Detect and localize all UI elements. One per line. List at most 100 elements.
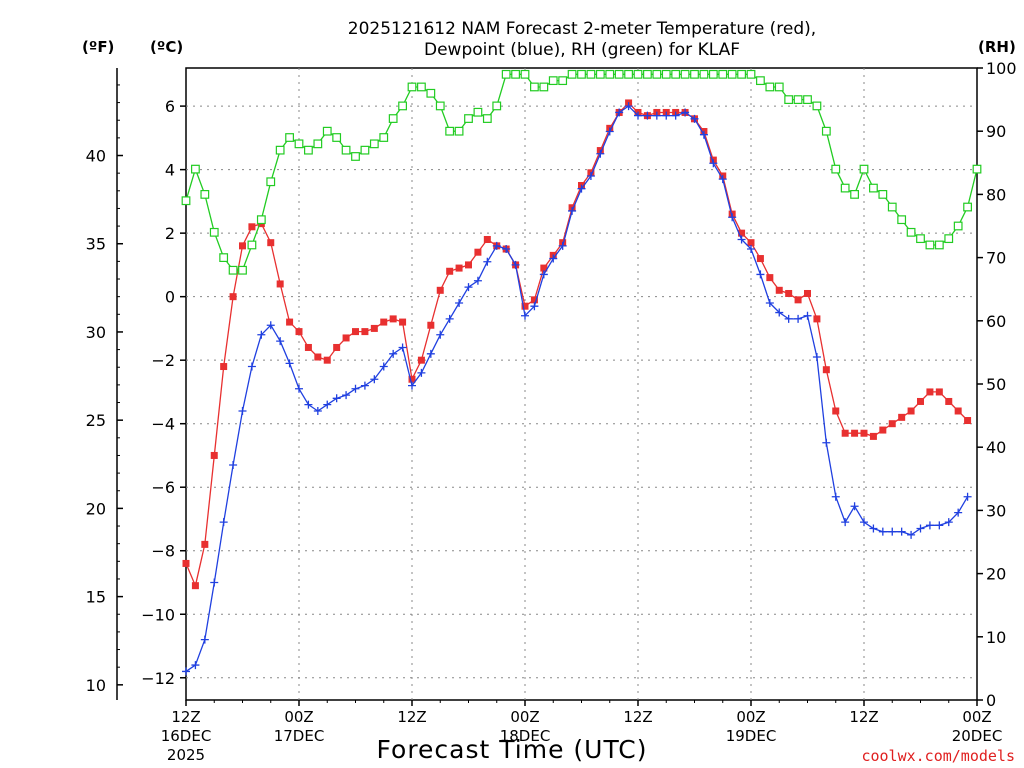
rh-marker [916, 234, 925, 244]
rh-marker [821, 126, 831, 136]
dewpoint-marker [690, 114, 699, 123]
celsius-tick-label: −10 [141, 605, 175, 624]
dewpoint-marker [304, 400, 313, 409]
dewpoint-marker [398, 343, 407, 352]
rh-marker [435, 101, 445, 111]
rh-marker [746, 69, 756, 79]
rh-marker [567, 69, 577, 79]
temperature-marker [822, 366, 830, 374]
dewpoint-marker [257, 330, 266, 339]
rh-marker [793, 95, 803, 105]
dewpoint-marker [944, 518, 953, 527]
dewpoint-marker [681, 108, 690, 117]
rh-marker [878, 190, 888, 199]
dewpoint-marker [389, 349, 398, 358]
dewpoint-marker [888, 527, 897, 536]
temperature-marker [879, 426, 887, 434]
rh-tick-label: 10 [986, 628, 1006, 647]
dewpoint-marker [878, 527, 887, 536]
x-tick-label-time: 12Z [397, 708, 426, 726]
rh-marker [482, 114, 492, 123]
dewpoint-marker [379, 362, 388, 371]
rh-marker [774, 82, 784, 92]
fahrenheit-tick-label: 20 [86, 499, 106, 518]
rh-marker [690, 69, 699, 79]
dewpoint-marker [408, 381, 416, 390]
temperature-marker [229, 293, 237, 301]
plot-frame [185, 67, 978, 701]
rh-marker [614, 69, 624, 79]
temperature-marker [907, 407, 915, 415]
rh-marker [341, 145, 351, 155]
rh-marker [351, 152, 360, 161]
series-layer [181, 69, 982, 676]
dewpoint-marker [860, 518, 868, 527]
rh-tick-label: 40 [986, 438, 1006, 457]
celsius-tick-label: −12 [141, 669, 175, 688]
dewpoint-marker [784, 314, 793, 323]
rh-marker [953, 221, 963, 231]
dewpoint-marker [323, 400, 332, 409]
chart-title-line2: Dewpoint (blue), RH (green) for KLAF [424, 40, 740, 60]
dewpoint-marker [558, 241, 567, 250]
temperature-marker [201, 540, 209, 548]
rh-marker [887, 202, 897, 212]
temperature-marker [239, 242, 246, 250]
dewpoint-marker [643, 111, 652, 120]
temperature-marker [860, 429, 868, 437]
rh-marker [906, 227, 916, 237]
dewpoint-marker [586, 171, 595, 180]
rh-marker [558, 76, 568, 86]
temperature-marker [342, 334, 350, 342]
temperature-marker [220, 363, 228, 371]
rh-marker [708, 69, 718, 79]
rh-marker [266, 177, 276, 187]
temperature-marker [540, 264, 548, 272]
dewpoint-marker [765, 299, 774, 308]
rh-marker [812, 101, 822, 111]
dewpoint-marker [521, 311, 529, 320]
x-tick-label-time: 00Z [962, 708, 991, 726]
rh-marker [191, 164, 200, 174]
x-tick-label-date: 20DEC [952, 727, 1003, 745]
dewpoint-marker [426, 349, 435, 358]
credit-text: coolwx.com/models [861, 747, 1015, 765]
rh-series [181, 69, 982, 275]
dewpoint-marker [182, 667, 190, 676]
rh-unit-label: (RH) [978, 38, 1016, 56]
rh-marker [369, 139, 379, 149]
dewpoint-marker [191, 661, 200, 670]
temperature-marker [766, 274, 774, 282]
dewpoint-marker [812, 353, 821, 362]
temperature-marker [370, 324, 378, 332]
dewpoint-marker [539, 270, 548, 279]
temperature-marker [521, 302, 529, 310]
temperature-marker [323, 356, 331, 364]
rh-marker [398, 101, 407, 111]
dewpoint-marker [219, 518, 228, 527]
temperature-marker [851, 429, 859, 437]
temperature-marker [738, 229, 746, 237]
temperature-marker [182, 559, 190, 567]
temperature-marker [465, 261, 472, 269]
temperature-marker [756, 255, 764, 263]
rh-marker [699, 69, 709, 79]
temperature-marker [898, 413, 906, 421]
celsius-tick-label: 0 [165, 288, 175, 307]
rh-marker [624, 69, 633, 79]
rh-marker [247, 240, 257, 250]
rh-marker [972, 164, 982, 174]
dewpoint-marker [238, 406, 247, 415]
dewpoint-marker [473, 276, 482, 285]
dewpoint-marker [954, 508, 963, 517]
rh-marker [520, 69, 530, 79]
rh-marker [605, 69, 615, 79]
rh-tick-label: 20 [986, 565, 1006, 584]
rh-marker [869, 183, 878, 193]
dewpoint-marker [803, 311, 812, 320]
rh-marker [577, 69, 586, 79]
dewpoint-marker [634, 111, 642, 120]
rh-tick-label: 50 [986, 375, 1006, 394]
temperature-marker [446, 267, 454, 275]
